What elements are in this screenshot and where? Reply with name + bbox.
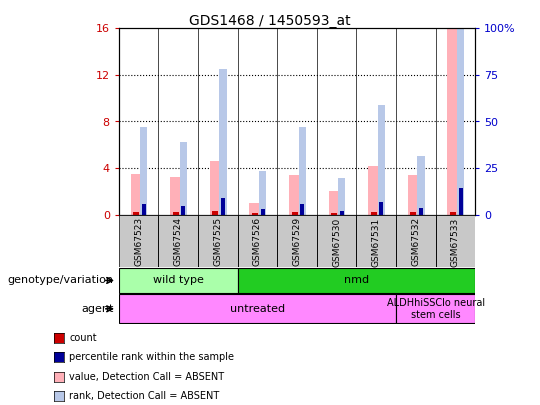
Bar xyxy=(198,215,238,267)
Text: count: count xyxy=(69,333,97,343)
Bar xyxy=(140,127,147,215)
Bar xyxy=(180,142,187,215)
Bar xyxy=(331,213,338,215)
Bar xyxy=(408,175,419,215)
Text: rank, Detection Call = ABSENT: rank, Detection Call = ABSENT xyxy=(69,391,219,401)
Bar xyxy=(356,215,396,267)
Bar xyxy=(210,161,221,215)
Bar xyxy=(173,212,179,215)
Bar xyxy=(292,212,298,215)
Bar xyxy=(299,127,306,215)
Bar xyxy=(158,215,198,267)
Text: wild type: wild type xyxy=(153,275,204,286)
Text: GSM67529: GSM67529 xyxy=(293,217,301,266)
Text: genotype/variation: genotype/variation xyxy=(8,275,113,286)
Text: GSM67525: GSM67525 xyxy=(213,217,222,266)
Text: agent: agent xyxy=(81,304,113,314)
Bar xyxy=(340,211,343,215)
Bar xyxy=(371,212,377,215)
Bar xyxy=(238,268,475,293)
Text: untreated: untreated xyxy=(230,304,285,314)
Bar xyxy=(238,215,277,267)
Bar xyxy=(396,294,475,323)
Bar xyxy=(170,177,181,215)
Bar xyxy=(457,0,464,215)
Text: GSM67530: GSM67530 xyxy=(332,217,341,266)
Text: percentile rank within the sample: percentile rank within the sample xyxy=(69,352,234,362)
Bar xyxy=(252,213,258,215)
Bar xyxy=(142,204,146,215)
Bar xyxy=(277,215,317,267)
Text: GSM67524: GSM67524 xyxy=(174,217,183,266)
Bar xyxy=(119,215,158,267)
Bar xyxy=(329,192,340,215)
Text: value, Detection Call = ABSENT: value, Detection Call = ABSENT xyxy=(69,372,224,382)
Text: GSM67526: GSM67526 xyxy=(253,217,262,266)
Bar xyxy=(219,69,226,215)
Bar xyxy=(289,175,300,215)
Bar xyxy=(458,188,462,215)
Text: ALDHhiSSClo neural
stem cells: ALDHhiSSClo neural stem cells xyxy=(387,298,485,320)
Text: nmd: nmd xyxy=(344,275,369,286)
Bar xyxy=(380,202,383,215)
Bar xyxy=(261,209,265,215)
Text: GDS1468 / 1450593_at: GDS1468 / 1450593_at xyxy=(189,14,351,28)
Bar xyxy=(181,206,185,215)
Bar xyxy=(300,204,304,215)
Text: GSM67533: GSM67533 xyxy=(451,217,460,266)
Bar xyxy=(396,215,436,267)
Bar xyxy=(131,174,142,215)
Bar xyxy=(450,212,456,215)
Bar xyxy=(119,294,396,323)
Bar xyxy=(212,211,219,215)
Bar xyxy=(317,215,356,267)
Bar xyxy=(417,156,424,215)
Bar xyxy=(221,198,225,215)
Bar xyxy=(419,208,423,215)
Bar xyxy=(368,166,380,215)
Bar xyxy=(119,268,238,293)
Bar xyxy=(378,105,385,215)
Bar xyxy=(249,203,261,215)
Text: GSM67532: GSM67532 xyxy=(411,217,420,266)
Text: GSM67531: GSM67531 xyxy=(372,217,381,266)
Bar xyxy=(338,178,345,215)
Text: GSM67523: GSM67523 xyxy=(134,217,143,266)
Bar xyxy=(259,171,266,215)
Bar xyxy=(436,215,475,267)
Bar xyxy=(133,212,139,215)
Bar xyxy=(410,212,416,215)
Bar xyxy=(448,28,458,215)
